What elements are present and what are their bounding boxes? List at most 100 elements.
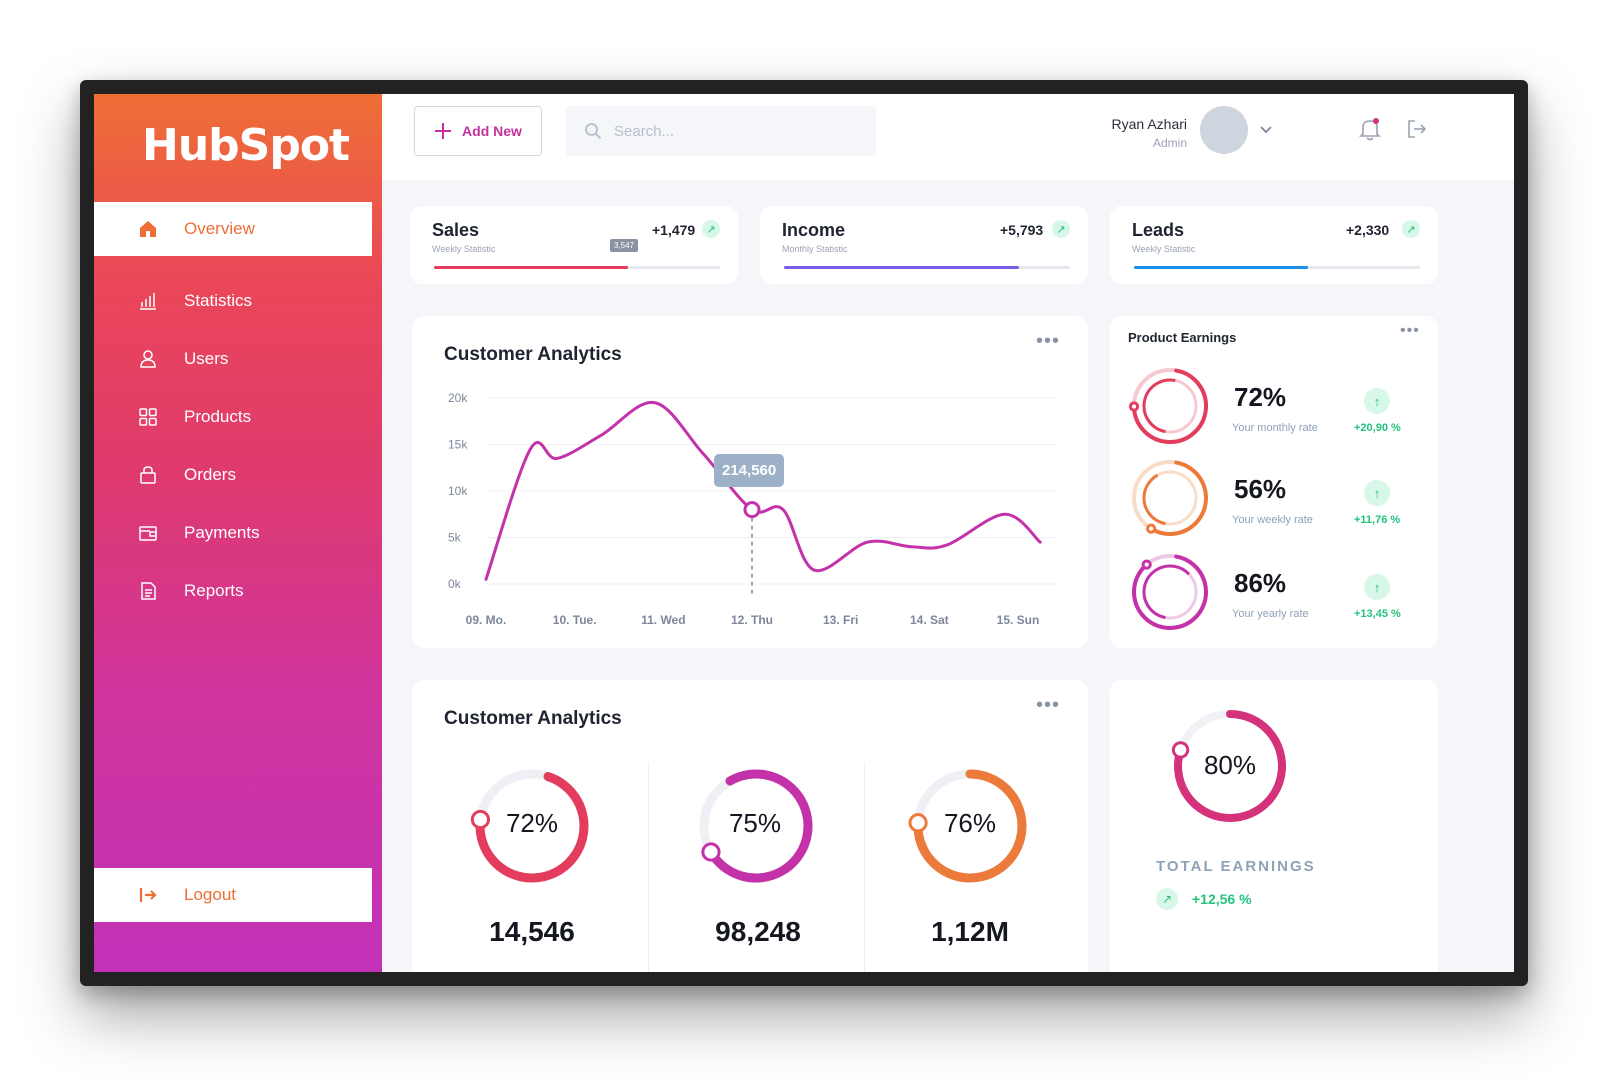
trend-up-icon: ↗	[702, 220, 720, 238]
sidebar-item-label: Overview	[184, 219, 255, 238]
sidebar-item-label: Users	[184, 349, 229, 368]
bag-icon	[140, 466, 156, 484]
sidebar-item-users[interactable]: Users	[94, 332, 382, 386]
stat-title: Income	[782, 220, 846, 240]
document-icon	[141, 582, 156, 600]
total-earnings-card: 80% TOTAL EARNINGS ↗ +12,56 %	[1110, 680, 1438, 972]
rate-change: +20,90 %	[1354, 422, 1401, 434]
sales-card: Sales Weekly Statistic +1,479 ↗ 3,547	[410, 206, 738, 284]
donut-charts	[470, 769, 1027, 883]
earnings-ring-knob	[1141, 559, 1152, 570]
income-card: Income Monthly Statistic +5,793 ↗	[760, 206, 1088, 284]
progress-track	[1134, 266, 1420, 269]
rate-percent: 72%	[1234, 382, 1287, 412]
sidebar-item-label: Payments	[184, 523, 260, 542]
device-frame: HubSpot Overview Statistics Users Produc…	[80, 80, 1528, 986]
sidebar-item-payments[interactable]: Payments	[94, 506, 382, 560]
divider	[864, 762, 865, 972]
y-tick-label: 10k	[448, 484, 468, 498]
more-options-icon[interactable]: •••	[1400, 322, 1420, 339]
total-ring-knob	[1171, 741, 1190, 759]
donut-percent: 75%	[728, 808, 782, 838]
search-box	[566, 106, 876, 156]
y-tick-label: 0k	[448, 577, 462, 591]
earnings-ring-knob	[1146, 523, 1157, 534]
trend-up-icon: ↗	[1156, 888, 1178, 910]
donut-value: 98,248	[715, 916, 801, 947]
earnings-ring-inner-arc	[1142, 378, 1198, 434]
stat-subtitle: Weekly Statistic	[432, 244, 496, 254]
y-tick-label: 15k	[448, 438, 468, 452]
earnings-ring-inner-arc	[1142, 470, 1198, 526]
line-chart: 20k 15k 10k 5k 0k 09. Mo. 10. Tue. 11. Wed 12. T…	[448, 391, 1058, 627]
arrow-up-icon: ↑	[1364, 388, 1390, 414]
highlight-point[interactable]	[743, 501, 761, 519]
exit-icon[interactable]	[1406, 118, 1428, 140]
y-tick-label: 20k	[448, 391, 468, 405]
sidebar-item-overview[interactable]: Overview	[94, 202, 372, 256]
logout-button[interactable]: Logout	[94, 868, 372, 922]
wallet-icon	[139, 526, 157, 541]
earnings-ring-arc	[1132, 554, 1208, 630]
plus-icon	[435, 123, 452, 139]
progress-fill	[784, 266, 1019, 269]
stat-value: +1,479	[652, 222, 696, 238]
leads-card: Leads Weekly Statistic +2,330 ↗	[1110, 206, 1438, 284]
progress-track	[434, 266, 720, 269]
bell-icon[interactable]	[1358, 116, 1382, 142]
x-tick-label: 15. Sun	[997, 613, 1040, 627]
earnings-ring-knob	[1128, 401, 1140, 412]
x-tick-label: 10. Tue.	[553, 613, 597, 627]
card-title: Customer Analytics	[444, 344, 622, 365]
total-ring-arc	[1174, 710, 1286, 822]
rate-label: Your weekly rate	[1232, 514, 1313, 526]
avatar[interactable]	[1200, 106, 1248, 154]
earnings-ring-arc	[1149, 460, 1208, 536]
search-icon	[585, 123, 602, 140]
chart-tooltip: 214,560	[714, 453, 785, 487]
search-input[interactable]	[614, 122, 854, 140]
x-tick-label: 13. Fri	[823, 613, 858, 627]
sidebar-item-label: Orders	[184, 465, 236, 484]
topbar: Add New Ryan Azhari Admin	[382, 94, 1514, 180]
donut-percent: 72%	[505, 808, 559, 838]
sidebar-item-statistics[interactable]: Statistics	[94, 274, 382, 328]
arrow-up-icon: ↑	[1364, 480, 1390, 506]
x-tick-label: 09. Mo.	[466, 613, 507, 627]
add-new-button[interactable]: Add New	[414, 106, 542, 156]
earnings-ring-inner-arc	[1142, 564, 1198, 620]
stat-title: Leads	[1132, 220, 1185, 240]
sidebar-item-reports[interactable]: Reports	[94, 564, 382, 618]
sidebar-item-label: Reports	[184, 581, 244, 600]
customer-analytics-card: Customer Analytics ••• 20k 15k 10k 5k 0k 09. …	[412, 316, 1088, 648]
product-earnings-card: Product Earnings ••• 72% Your monthly ra…	[1110, 316, 1438, 648]
chevron-down-icon[interactable]	[1258, 122, 1274, 138]
progress-fill	[434, 266, 629, 269]
card-title: Product Earnings	[1128, 330, 1237, 345]
grid-icon	[139, 408, 157, 426]
donut-knob	[701, 842, 721, 862]
donut-value: 14,546	[489, 916, 575, 947]
stat-value: +2,330	[1346, 222, 1390, 238]
x-tick-label: 11. Wed	[641, 613, 685, 627]
user-name: Ryan Azhari	[1111, 116, 1187, 132]
card-title: Customer Analytics	[444, 708, 622, 729]
divider	[648, 762, 649, 972]
arrow-up-icon: ↑	[1364, 574, 1390, 600]
logout-label: Logout	[184, 885, 236, 904]
sidebar-item-orders[interactable]: Orders	[94, 448, 382, 502]
donut-knob	[908, 813, 928, 833]
rate-percent: 56%	[1234, 474, 1287, 504]
sidebar-item-products[interactable]: Products	[94, 390, 382, 444]
total-earnings-label: TOTAL EARNINGS	[1156, 858, 1316, 875]
stat-title: Sales	[432, 220, 480, 240]
stat-value: +5,793	[1000, 222, 1044, 238]
progress-track	[784, 266, 1070, 269]
rate-change: +11,76 %	[1354, 514, 1401, 526]
donut-percent: 76%	[943, 808, 997, 838]
trend-up-icon: ↗	[1402, 220, 1420, 238]
donut-value: 1,12M	[931, 916, 1009, 947]
y-tick-label: 5k	[448, 531, 462, 545]
home-icon	[140, 221, 156, 237]
progress-fill	[1134, 266, 1309, 269]
